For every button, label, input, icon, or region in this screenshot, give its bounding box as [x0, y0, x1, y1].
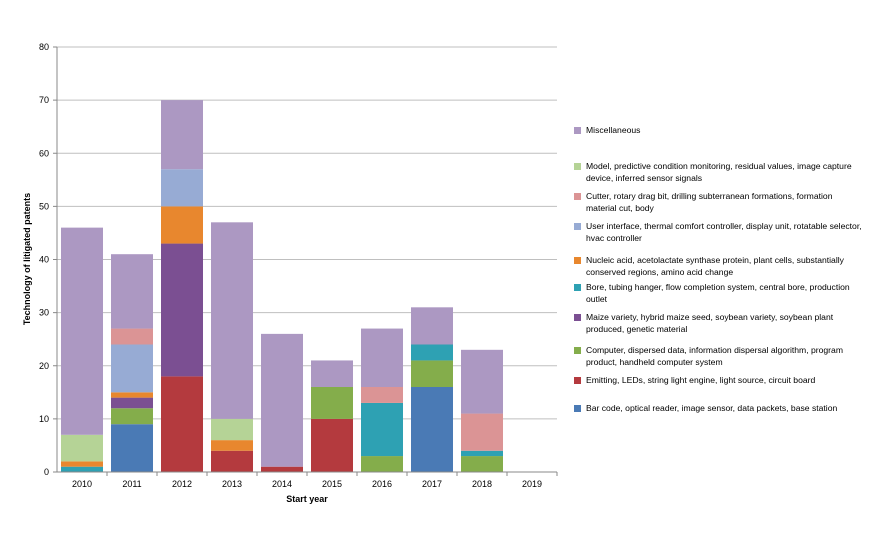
x-tick-label: 2012 — [172, 479, 192, 489]
bar-segment — [211, 222, 253, 419]
legend-label: Bar code, optical reader, image sensor, … — [586, 403, 838, 413]
legend-swatch — [574, 257, 581, 264]
bar-segment — [461, 450, 503, 457]
bar-segment — [61, 227, 103, 435]
x-tick-labels: 2010 2011 2012 2013 2014 2015 2016 2017 2018 2019 — [72, 479, 542, 489]
legend-item: Bore, tubing hanger, flow completion sys… — [574, 281, 864, 305]
x-tick-label: 2011 — [122, 479, 141, 489]
legend-swatch — [574, 405, 581, 412]
bar-segment — [311, 360, 353, 387]
bar-segment — [411, 307, 453, 345]
legend-item: Computer, dispersed data, information di… — [574, 344, 864, 368]
bar-segment — [211, 440, 253, 451]
bar-segment — [161, 169, 203, 207]
bar-segment — [111, 397, 153, 409]
y-tick-label: 0 — [44, 467, 49, 477]
legend-swatch — [574, 314, 581, 321]
y-tick-label: 10 — [39, 414, 49, 424]
bar-segment — [261, 466, 303, 472]
bar-segment — [461, 349, 503, 414]
legend-label: Miscellaneous — [586, 125, 641, 135]
y-tick-label: 50 — [39, 201, 49, 211]
bar-segment — [161, 100, 203, 170]
bar-segment — [461, 413, 503, 451]
bar-segment — [61, 461, 103, 467]
bar-segment — [161, 243, 203, 377]
bar-segment — [361, 456, 403, 472]
y-axis-title: Technology of litigated patents — [22, 193, 32, 325]
y-tick-label: 70 — [39, 95, 49, 105]
bar-segment — [361, 402, 403, 457]
bar-segment — [111, 328, 153, 345]
x-tick-label: 2016 — [372, 479, 392, 489]
legend-label: Computer, dispersed data, information di… — [586, 345, 843, 367]
y-tick-label: 40 — [39, 255, 49, 265]
legend-label: Maize variety, hybrid maize seed, soybea… — [586, 312, 834, 334]
bar-segment — [311, 418, 353, 472]
x-tick-label: 2018 — [472, 479, 492, 489]
y-tick-label: 60 — [39, 148, 49, 158]
legend-label: Bore, tubing hanger, flow completion sys… — [586, 282, 850, 304]
bar-segment — [211, 450, 253, 472]
bar-segment — [61, 434, 103, 462]
legend-item: Miscellaneous — [574, 124, 864, 136]
legend-label: User interface, thermal comfort controll… — [586, 221, 862, 243]
legend-item: Bar code, optical reader, image sensor, … — [574, 402, 864, 414]
legend-item: Cutter, rotary drag bit, drilling subter… — [574, 190, 864, 214]
bar-segment — [361, 387, 403, 403]
legend-item: Nucleic acid, acetolactate synthase prot… — [574, 254, 864, 278]
x-tick-label: 2010 — [72, 479, 92, 489]
bar-segment — [411, 360, 453, 387]
bar-segment — [161, 376, 203, 472]
bar-segment — [311, 387, 353, 419]
bar-segment — [111, 344, 153, 393]
bar-segment — [111, 424, 153, 472]
bar-segment — [211, 418, 253, 441]
bar-segment — [261, 333, 303, 467]
y-tick-label: 30 — [39, 308, 49, 318]
bar-segment — [111, 392, 153, 398]
legend-swatch — [574, 163, 581, 170]
legend-item: Maize variety, hybrid maize seed, soybea… — [574, 311, 864, 335]
x-tick-label: 2014 — [272, 479, 292, 489]
legend-swatch — [574, 127, 581, 134]
legend-swatch — [574, 284, 581, 291]
x-axis-title: Start year — [286, 494, 328, 504]
bar-stacks — [61, 100, 503, 472]
legend-label: Nucleic acid, acetolactate synthase prot… — [586, 255, 844, 277]
bar-segment — [61, 466, 103, 472]
legend-item: Emitting, LEDs, string light engine, lig… — [574, 374, 864, 386]
bar-segment — [111, 408, 153, 425]
x-tick-label: 2015 — [322, 479, 342, 489]
y-tick-label: 20 — [39, 361, 49, 371]
bar-segment — [361, 328, 403, 387]
legend-label: Cutter, rotary drag bit, drilling subter… — [586, 191, 833, 213]
x-tick-label: 2017 — [422, 479, 442, 489]
y-tick-label: 80 — [39, 42, 49, 52]
bar-segment — [411, 344, 453, 361]
legend-item: Model, predictive condition monitoring, … — [574, 160, 864, 184]
legend-swatch — [574, 377, 581, 384]
legend-label: Emitting, LEDs, string light engine, lig… — [586, 375, 816, 385]
bar-segment — [461, 456, 503, 472]
x-tick-label: 2019 — [522, 479, 542, 489]
legend-label: Model, predictive condition monitoring, … — [586, 161, 852, 183]
legend-swatch — [574, 347, 581, 354]
bar-segment — [111, 254, 153, 329]
legend-swatch — [574, 193, 581, 200]
y-tick-labels: 0 10 20 30 40 50 60 70 80 — [39, 42, 49, 477]
bar-segment — [161, 206, 203, 244]
legend-item: User interface, thermal comfort controll… — [574, 220, 864, 244]
legend-swatch — [574, 223, 581, 230]
bar-segment — [411, 387, 453, 472]
x-tick-label: 2013 — [222, 479, 242, 489]
axes — [53, 46, 558, 476]
